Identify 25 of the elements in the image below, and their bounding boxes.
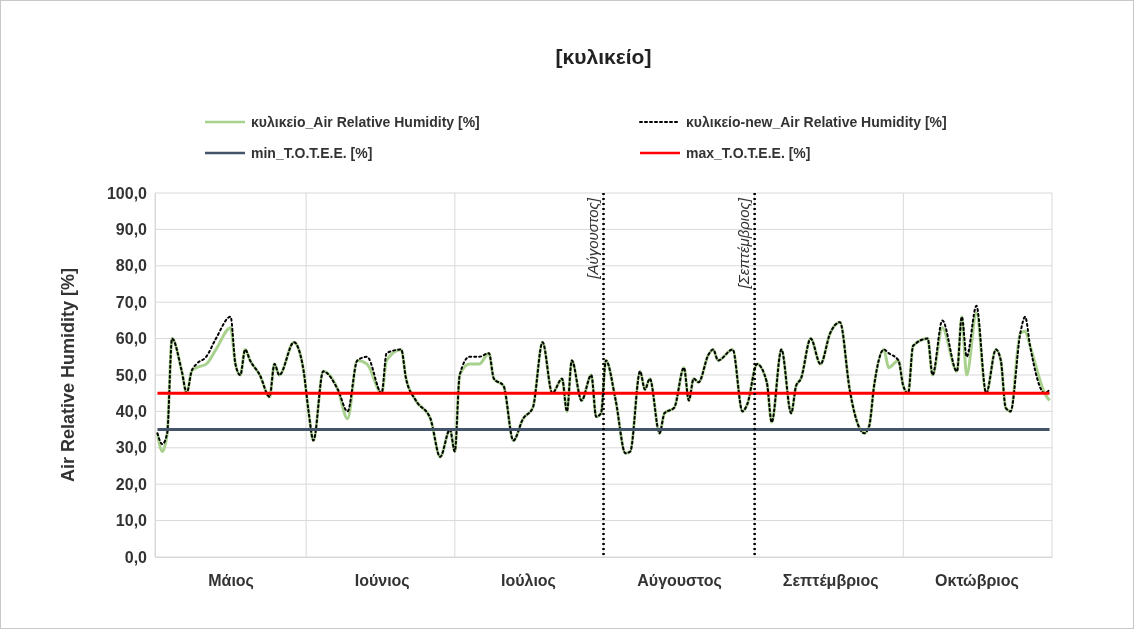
- legend-label: max_T.O.T.E.E. [%]: [686, 145, 811, 161]
- legend-label: min_T.O.T.E.E. [%]: [251, 145, 373, 161]
- y-tick-label: 10,0: [115, 512, 148, 530]
- y-tick-label: 70,0: [115, 293, 148, 311]
- annotation: [Σεπτέμβριος]: [734, 197, 752, 290]
- y-tick-label: 40,0: [115, 403, 148, 421]
- y-tick-label: 20,0: [115, 475, 148, 493]
- chart-title: [κυλικείο]: [555, 45, 652, 68]
- legend-label: κυλικείο_Air Relative Humidity [%]: [251, 114, 480, 130]
- y-tick-label: 0,0: [124, 548, 148, 566]
- x-tick-label: Μάιος: [208, 572, 254, 591]
- y-tick-label: 60,0: [115, 330, 148, 348]
- legend-label: κυλικείο-new_Air Relative Humidity [%]: [686, 114, 947, 130]
- x-tick-label: Αύγουστος: [637, 572, 722, 591]
- y-tick-label: 100,0: [106, 184, 148, 202]
- y-tick-label: 50,0: [115, 366, 148, 384]
- x-tick-label: Σεπτέμβριος: [782, 572, 879, 591]
- y-tick-label: 90,0: [115, 221, 148, 239]
- y-axis-title: Air Relative Humidity [%]: [58, 267, 78, 483]
- x-tick-label: Ιούλιος: [500, 572, 556, 591]
- y-tick-label: 30,0: [115, 439, 148, 457]
- annotation: [Αύγουστος]: [583, 197, 601, 280]
- x-tick-label: Ιούνιος: [354, 572, 410, 591]
- x-tick-label: Οκτώβριος: [935, 572, 1019, 591]
- y-tick-label: 80,0: [115, 257, 148, 275]
